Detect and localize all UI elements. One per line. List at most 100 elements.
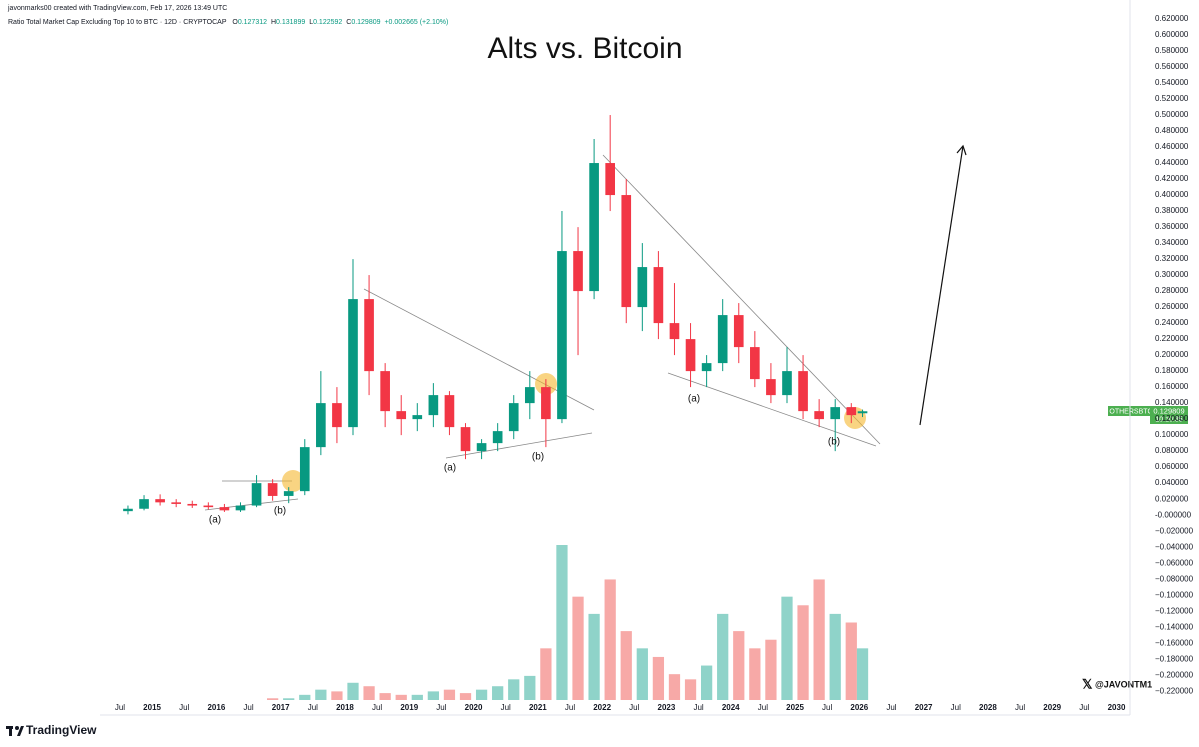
volume-bar <box>459 693 472 700</box>
volume-bar <box>556 545 568 700</box>
candle-body <box>348 299 358 428</box>
candle-body <box>508 403 519 432</box>
x-tick-label: 2028 <box>979 703 997 712</box>
candle-body <box>782 371 792 396</box>
candle-body <box>653 267 664 324</box>
x-tick-label: Jul <box>1079 703 1089 712</box>
price: 0.129809 <box>1153 406 1184 415</box>
chart-title: Alts vs. Bitcoin <box>487 32 682 65</box>
candle-body <box>814 411 824 420</box>
volume-bar <box>668 674 681 700</box>
volume-bar <box>443 689 456 700</box>
candle-body <box>364 299 374 372</box>
low-label: L <box>309 19 313 26</box>
candle-body <box>123 508 133 512</box>
trendline <box>445 432 593 459</box>
candle-body <box>637 267 648 308</box>
candle-body <box>412 415 423 420</box>
volume-bar <box>331 691 343 700</box>
candle-body <box>733 315 744 348</box>
close-label: C <box>346 19 351 26</box>
y-tick-label: 0.600000 <box>1155 30 1189 39</box>
x-tick-label: Jul <box>886 703 896 712</box>
volume-bar <box>492 686 504 700</box>
x-tick-label: Jul <box>1015 703 1025 712</box>
y-tick-label: −0.220000 <box>1155 686 1194 695</box>
x-tick-label: Jul <box>179 703 189 712</box>
y-tick-label: 0.520000 <box>1155 94 1189 103</box>
trendline <box>667 372 877 447</box>
volume-bar <box>684 679 697 700</box>
y-tick-label: −0.200000 <box>1155 670 1194 679</box>
wave-label: (b) <box>828 437 840 448</box>
symbol: Ratio Total Market Cap Excluding Top 10 … <box>8 19 227 26</box>
y-tick-label: −0.020000 <box>1155 526 1194 535</box>
y-tick-label: -0.000000 <box>1155 510 1192 519</box>
volume-bar <box>733 631 745 700</box>
volume-bar <box>652 656 665 700</box>
y-tick-label: 0.560000 <box>1155 62 1189 71</box>
x-tick-label: Jul <box>308 703 318 712</box>
candle-body <box>332 403 342 428</box>
watermark-text: @JAVONTM1 <box>1095 679 1152 689</box>
volume-bar <box>620 631 632 700</box>
x-tick-label: 2016 <box>207 703 225 712</box>
y-tick-label: 0.080000 <box>1155 446 1189 455</box>
candle-body <box>605 163 615 196</box>
open: 0.127312 <box>238 19 267 26</box>
y-tick-label: 0.180000 <box>1155 366 1189 375</box>
y-tick-label: 0.340000 <box>1155 238 1189 247</box>
x-tick-label: Jul <box>501 703 511 712</box>
wave-label: (a) <box>688 394 700 405</box>
highlights <box>282 373 866 492</box>
low: 0.122592 <box>313 19 342 26</box>
countdown: 10:10:35 <box>1155 416 1182 423</box>
x-tick-label: Jul <box>693 703 703 712</box>
y-tick-label: −0.100000 <box>1155 590 1194 599</box>
x-tick-label: 2018 <box>336 703 354 712</box>
candle-body <box>750 347 760 380</box>
volume-bar <box>604 579 616 700</box>
volume-bar <box>315 689 327 700</box>
candle-body <box>492 431 503 444</box>
y-tick-label: −0.080000 <box>1155 574 1194 583</box>
volume-bar <box>813 579 825 700</box>
y-tick-label: 0.400000 <box>1155 190 1189 199</box>
y-tick-label: 0.120000 <box>1155 414 1189 423</box>
high: 0.131899 <box>276 19 305 26</box>
volume-bar <box>717 613 729 700</box>
candle-body <box>316 403 326 448</box>
volume-bar <box>475 689 488 700</box>
candle-body <box>669 323 680 340</box>
candle-body <box>203 505 214 508</box>
volume-bar <box>588 613 600 700</box>
x-tick-label: Jul <box>758 703 768 712</box>
volume-bar <box>363 686 375 700</box>
candle-body <box>380 371 390 412</box>
x-tick-label: Jul <box>822 703 832 712</box>
x-tick-label: Jul <box>115 703 125 712</box>
volume-bar <box>283 698 295 700</box>
y-tick-label: −0.120000 <box>1155 606 1194 615</box>
watermark: 𝕏 @JAVONTM1 <box>1082 676 1152 691</box>
candle-body <box>267 483 278 496</box>
x-tick-label: Jul <box>372 703 382 712</box>
volume-bar <box>749 648 761 700</box>
candle-body <box>299 447 310 492</box>
volume-bar <box>700 665 713 700</box>
candle-body <box>524 387 535 404</box>
x-tick-label: 2029 <box>1043 703 1061 712</box>
candle-body <box>557 251 567 420</box>
wave-label: (a) <box>209 515 221 526</box>
y-tick-label: 0.580000 <box>1155 46 1189 55</box>
wave-label: (a) <box>444 463 456 474</box>
highlight <box>282 470 304 492</box>
candle-body <box>396 411 407 420</box>
y-tick-label: 0.020000 <box>1155 494 1189 503</box>
x-tick-label: Jul <box>565 703 575 712</box>
y-tick-label: 0.300000 <box>1155 270 1189 279</box>
svg-text:𝕏: 𝕏 <box>1082 676 1093 691</box>
y-tick-label: 0.220000 <box>1155 334 1189 343</box>
